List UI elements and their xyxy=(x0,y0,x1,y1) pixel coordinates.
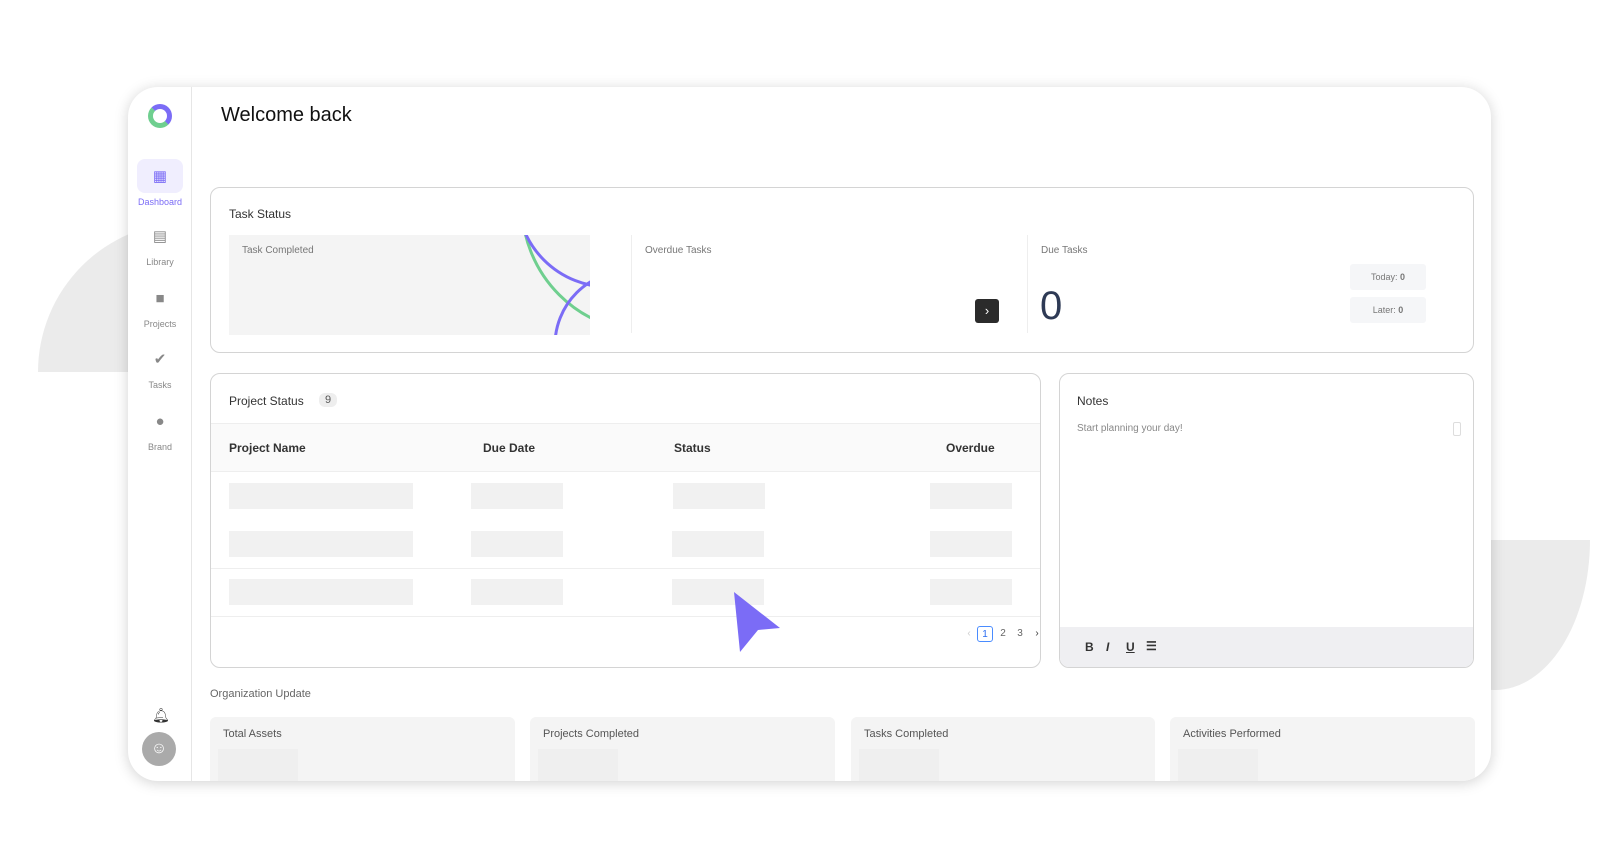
sidebar-item-label: Library xyxy=(146,257,174,267)
skeleton-cell xyxy=(672,531,764,557)
due-count: 0 xyxy=(1040,284,1063,328)
skeleton-cell xyxy=(471,579,563,605)
task-status-title: Task Status xyxy=(229,207,292,221)
tasks-completed-card: Tasks Completed xyxy=(851,717,1155,781)
today-badge: Today: 0 xyxy=(1350,264,1426,290)
sidebar-item-dashboard[interactable]: ▦ Dashboard xyxy=(132,159,188,207)
divider xyxy=(1027,235,1028,333)
table-row xyxy=(211,472,1040,569)
bold-button[interactable]: B xyxy=(1085,640,1094,654)
list-icon[interactable]: ☰ xyxy=(1146,639,1157,653)
project-status-title: Project Status xyxy=(229,394,304,408)
skeleton xyxy=(1178,749,1258,781)
table-row xyxy=(211,569,1040,617)
due-tasks-label: Due Tasks xyxy=(1041,245,1088,256)
library-icon: ▤ xyxy=(152,228,168,245)
sidebar-item-label: Brand xyxy=(147,442,173,452)
skeleton-cell xyxy=(471,531,563,557)
pagination-page-3[interactable]: 3 xyxy=(1017,628,1023,639)
skeleton-cell xyxy=(229,579,413,605)
sidebar-item-library[interactable]: ▤ Library xyxy=(132,219,188,267)
later-badge: Later: 0 xyxy=(1350,297,1426,323)
notes-title: Notes xyxy=(1077,394,1109,408)
logo xyxy=(148,104,172,128)
column-project-name[interactable]: Project Name xyxy=(229,441,306,455)
project-status-card: Project Status 9 Project Name Due Date S… xyxy=(210,373,1041,668)
main-content: Welcome back Task Status Task Completed … xyxy=(192,87,1491,781)
sidebar-item-label: Tasks xyxy=(148,380,172,390)
column-overdue[interactable]: Overdue xyxy=(946,441,995,455)
projects-completed-card: Projects Completed xyxy=(530,717,835,781)
card-label: Activities Performed xyxy=(1183,728,1281,740)
task-completed-label: Task Completed xyxy=(242,245,314,256)
folder-icon: ■ xyxy=(155,289,165,307)
overdue-next-button[interactable]: › xyxy=(975,299,999,323)
chevron-right-icon: › xyxy=(984,303,990,318)
italic-button[interactable]: I xyxy=(1106,640,1110,654)
later-label: Later: xyxy=(1372,305,1396,315)
app-window: ▦ Dashboard ▤ Library ■ Projects ✔ Tasks ● Br… xyxy=(128,87,1491,781)
pagination-prev[interactable]: ‹ xyxy=(967,628,971,639)
pagination-page-1[interactable]: 1 xyxy=(977,626,993,642)
table-header xyxy=(211,423,1040,472)
today-value: 0 xyxy=(1400,272,1406,282)
column-due-date[interactable]: Due Date xyxy=(483,441,536,455)
skeleton-cell xyxy=(229,531,413,557)
activities-performed-card: Activities Performed xyxy=(1170,717,1475,781)
skeleton-cell xyxy=(229,483,413,509)
sidebar: ▦ Dashboard ▤ Library ■ Projects ✔ Tasks ● Br… xyxy=(128,87,192,781)
scroll-stepper[interactable] xyxy=(1453,422,1461,436)
skeleton xyxy=(859,749,939,781)
underline-button[interactable]: U xyxy=(1126,640,1135,654)
page-title: Welcome back xyxy=(221,104,352,126)
palette-icon: ● xyxy=(155,412,165,430)
card-label: Projects Completed xyxy=(543,728,639,740)
column-status[interactable]: Status xyxy=(674,441,711,455)
skeleton-cell xyxy=(930,483,1012,509)
check-circle-icon: ✔ xyxy=(153,351,167,368)
task-completed-panel: Task Completed xyxy=(229,235,590,335)
skeleton-cell xyxy=(672,579,764,605)
skeleton-cell xyxy=(930,579,1012,605)
sidebar-item-label: Projects xyxy=(143,319,177,329)
avatar[interactable]: ☺ xyxy=(142,732,176,766)
cursor-pointer-icon xyxy=(734,592,780,652)
card-label: Total Assets xyxy=(223,728,282,740)
skeleton-cell xyxy=(930,531,1012,557)
sidebar-item-projects[interactable]: ■ Projects xyxy=(132,281,188,330)
org-update-title: Organization Update xyxy=(210,688,311,700)
skeleton xyxy=(218,749,298,781)
notes-toolbar xyxy=(1060,627,1473,667)
sidebar-item-tasks[interactable]: ✔ Tasks xyxy=(132,342,188,390)
task-status-card: Task Status Task Completed Overdue Tasks… xyxy=(210,187,1474,353)
notes-input[interactable]: Start planning your day! xyxy=(1077,423,1183,434)
pagination-next[interactable]: › xyxy=(1035,628,1039,639)
skeleton-cell xyxy=(471,483,563,509)
pagination-page-2[interactable]: 2 xyxy=(1000,628,1006,639)
notes-card: Notes Start planning your day! B I U ☰ xyxy=(1059,373,1474,668)
skeleton-cell xyxy=(673,483,765,509)
divider xyxy=(631,235,632,333)
project-count-badge: 9 xyxy=(319,393,338,407)
sidebar-item-brand[interactable]: ● Brand xyxy=(132,404,188,453)
overdue-tasks-label: Overdue Tasks xyxy=(645,245,712,256)
today-label: Today: xyxy=(1370,272,1398,282)
dashboard-icon: ▦ xyxy=(137,159,183,193)
decorative-arcs xyxy=(524,235,590,335)
sidebar-item-label: Dashboard xyxy=(137,197,183,207)
bell-icon[interactable]: 🔔︎ xyxy=(152,707,170,723)
total-assets-card: Total Assets xyxy=(210,717,515,781)
card-label: Tasks Completed xyxy=(864,728,949,740)
later-value: 0 xyxy=(1398,305,1404,315)
skeleton xyxy=(538,749,618,781)
